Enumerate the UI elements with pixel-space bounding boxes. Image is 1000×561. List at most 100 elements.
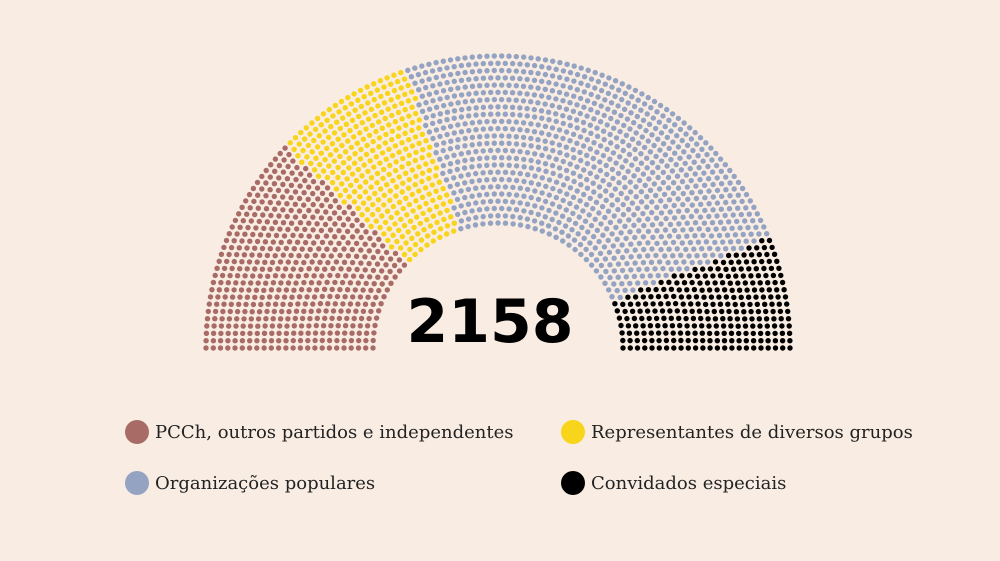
seat <box>451 130 457 136</box>
seat <box>546 177 553 183</box>
seat <box>584 137 590 143</box>
seat <box>639 134 645 140</box>
seat <box>437 96 443 102</box>
seat <box>313 155 319 161</box>
seat <box>312 337 318 344</box>
seat <box>654 109 660 115</box>
seat <box>340 160 347 166</box>
seat <box>358 234 364 241</box>
seat <box>488 104 494 110</box>
seat <box>611 213 617 219</box>
seat <box>623 235 629 242</box>
seat <box>261 338 267 344</box>
seat <box>636 266 642 273</box>
seat <box>278 239 284 246</box>
seat <box>444 154 450 160</box>
seat <box>296 294 303 300</box>
seat <box>234 316 240 322</box>
seat <box>286 151 292 158</box>
seat <box>670 239 677 246</box>
seat <box>458 188 464 194</box>
seat <box>570 210 576 217</box>
seat <box>751 204 757 210</box>
seat <box>601 244 608 250</box>
seat <box>706 201 712 207</box>
seat <box>348 182 354 188</box>
seat <box>667 209 673 215</box>
seat <box>651 181 657 187</box>
seat <box>444 117 450 123</box>
seat <box>284 188 290 194</box>
seat <box>615 274 621 280</box>
seat <box>592 85 598 91</box>
seat <box>517 214 523 221</box>
seat <box>699 287 705 293</box>
seat <box>322 128 328 134</box>
seat <box>484 155 490 161</box>
seat <box>734 218 740 225</box>
seat <box>239 345 245 351</box>
seat <box>291 323 297 329</box>
seat <box>448 86 454 93</box>
seat <box>566 217 572 223</box>
seat <box>487 198 494 205</box>
seat <box>563 106 570 112</box>
seat <box>379 255 385 261</box>
seat <box>614 144 620 150</box>
seat <box>354 228 360 234</box>
seat <box>392 274 398 280</box>
seat <box>502 169 509 175</box>
seat <box>642 280 649 286</box>
seat <box>499 53 505 59</box>
seat <box>271 308 277 315</box>
seat <box>528 69 534 76</box>
seat <box>521 164 527 170</box>
seat <box>626 84 632 90</box>
seat <box>701 182 708 188</box>
seat <box>341 246 347 252</box>
seat <box>495 198 501 204</box>
seat <box>641 101 648 107</box>
seat <box>625 100 631 106</box>
seat <box>250 185 257 192</box>
seat <box>396 199 403 205</box>
seat <box>408 74 415 80</box>
seat <box>225 345 231 351</box>
seat <box>619 281 625 287</box>
seat <box>401 251 408 258</box>
seat <box>680 214 686 220</box>
seat <box>506 162 512 168</box>
seat <box>215 294 221 300</box>
seat <box>302 301 308 307</box>
seat <box>685 337 691 344</box>
seat <box>368 184 374 190</box>
seat <box>268 287 275 293</box>
seat <box>491 118 497 125</box>
seat <box>359 173 365 179</box>
seat <box>663 345 670 351</box>
seat <box>476 192 483 198</box>
seat <box>721 226 727 232</box>
seat <box>219 316 225 322</box>
seat <box>680 190 686 197</box>
seat <box>334 330 341 336</box>
seat <box>670 330 676 336</box>
seat <box>495 213 501 219</box>
seat <box>517 112 523 118</box>
seat <box>297 337 304 344</box>
seat <box>395 109 402 116</box>
seat <box>229 224 235 230</box>
seat <box>360 136 367 142</box>
seat <box>655 330 662 336</box>
seat <box>323 233 330 239</box>
seat <box>764 231 770 237</box>
seat <box>764 251 770 258</box>
seat <box>625 168 631 175</box>
seat <box>607 156 613 162</box>
seat <box>759 287 765 293</box>
seat <box>640 323 646 329</box>
seat <box>506 82 512 89</box>
seat <box>678 345 684 351</box>
seat <box>409 235 415 241</box>
seat <box>380 175 386 182</box>
